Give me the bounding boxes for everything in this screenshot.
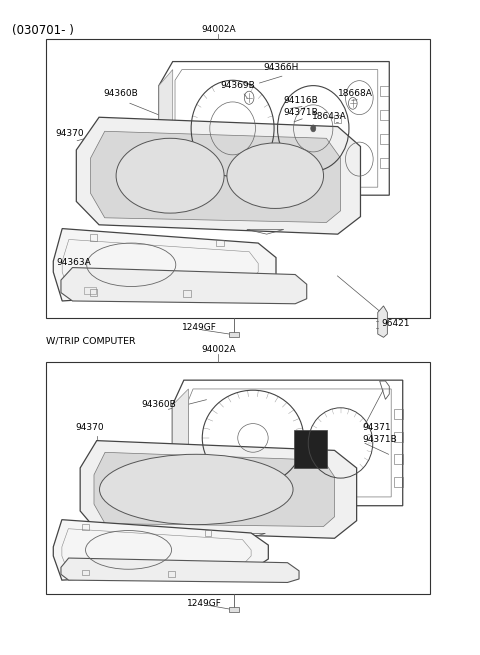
- Text: 96421: 96421: [382, 318, 410, 328]
- Polygon shape: [229, 607, 239, 612]
- Text: 94369B: 94369B: [221, 81, 255, 90]
- Bar: [394, 455, 403, 464]
- Ellipse shape: [99, 455, 293, 525]
- Text: 1249GF: 1249GF: [182, 323, 216, 332]
- Bar: [216, 240, 224, 246]
- Text: 94360B: 94360B: [142, 400, 176, 409]
- Bar: [82, 523, 89, 529]
- Text: 1249GF: 1249GF: [187, 599, 221, 608]
- Polygon shape: [94, 453, 335, 527]
- Polygon shape: [80, 441, 357, 538]
- Bar: [380, 86, 389, 96]
- Text: W/TRIP COMPUTER: W/TRIP COMPUTER: [46, 337, 135, 346]
- Text: (030701- ): (030701- ): [12, 24, 74, 37]
- Polygon shape: [76, 117, 360, 234]
- Bar: [168, 571, 175, 576]
- Polygon shape: [91, 131, 341, 223]
- Bar: [82, 570, 89, 576]
- Bar: [84, 287, 96, 294]
- Text: 94371B: 94371B: [362, 435, 397, 444]
- Bar: [394, 477, 403, 487]
- Text: 94116B: 94116B: [283, 96, 318, 105]
- Bar: [380, 158, 389, 168]
- Polygon shape: [53, 519, 268, 580]
- Text: 94363A: 94363A: [57, 257, 91, 267]
- Text: 94371B: 94371B: [283, 107, 318, 117]
- Ellipse shape: [116, 138, 224, 213]
- Bar: [380, 109, 389, 121]
- Polygon shape: [172, 389, 189, 497]
- Text: 18643A: 18643A: [312, 112, 347, 121]
- Polygon shape: [61, 558, 299, 582]
- Text: 94002A: 94002A: [201, 345, 236, 354]
- Bar: [46, 39, 430, 318]
- Text: 94360B: 94360B: [103, 89, 138, 98]
- Text: 94371: 94371: [362, 423, 391, 432]
- Polygon shape: [61, 267, 307, 304]
- Bar: [183, 290, 191, 297]
- Bar: [380, 134, 389, 144]
- Bar: [205, 530, 212, 536]
- Text: 94366H: 94366H: [263, 63, 299, 72]
- Bar: [394, 409, 403, 419]
- Text: 94370: 94370: [76, 423, 105, 432]
- Bar: [294, 430, 327, 468]
- Bar: [90, 289, 97, 295]
- Bar: [46, 362, 430, 594]
- Text: 94370: 94370: [55, 128, 84, 138]
- Text: 18668A: 18668A: [338, 89, 373, 98]
- Bar: [394, 432, 403, 441]
- Ellipse shape: [227, 143, 324, 208]
- Ellipse shape: [311, 125, 316, 132]
- Polygon shape: [159, 69, 173, 187]
- Bar: [90, 234, 97, 240]
- Text: 94002A: 94002A: [201, 25, 236, 34]
- Polygon shape: [229, 332, 239, 337]
- Polygon shape: [378, 306, 387, 337]
- Polygon shape: [53, 229, 276, 301]
